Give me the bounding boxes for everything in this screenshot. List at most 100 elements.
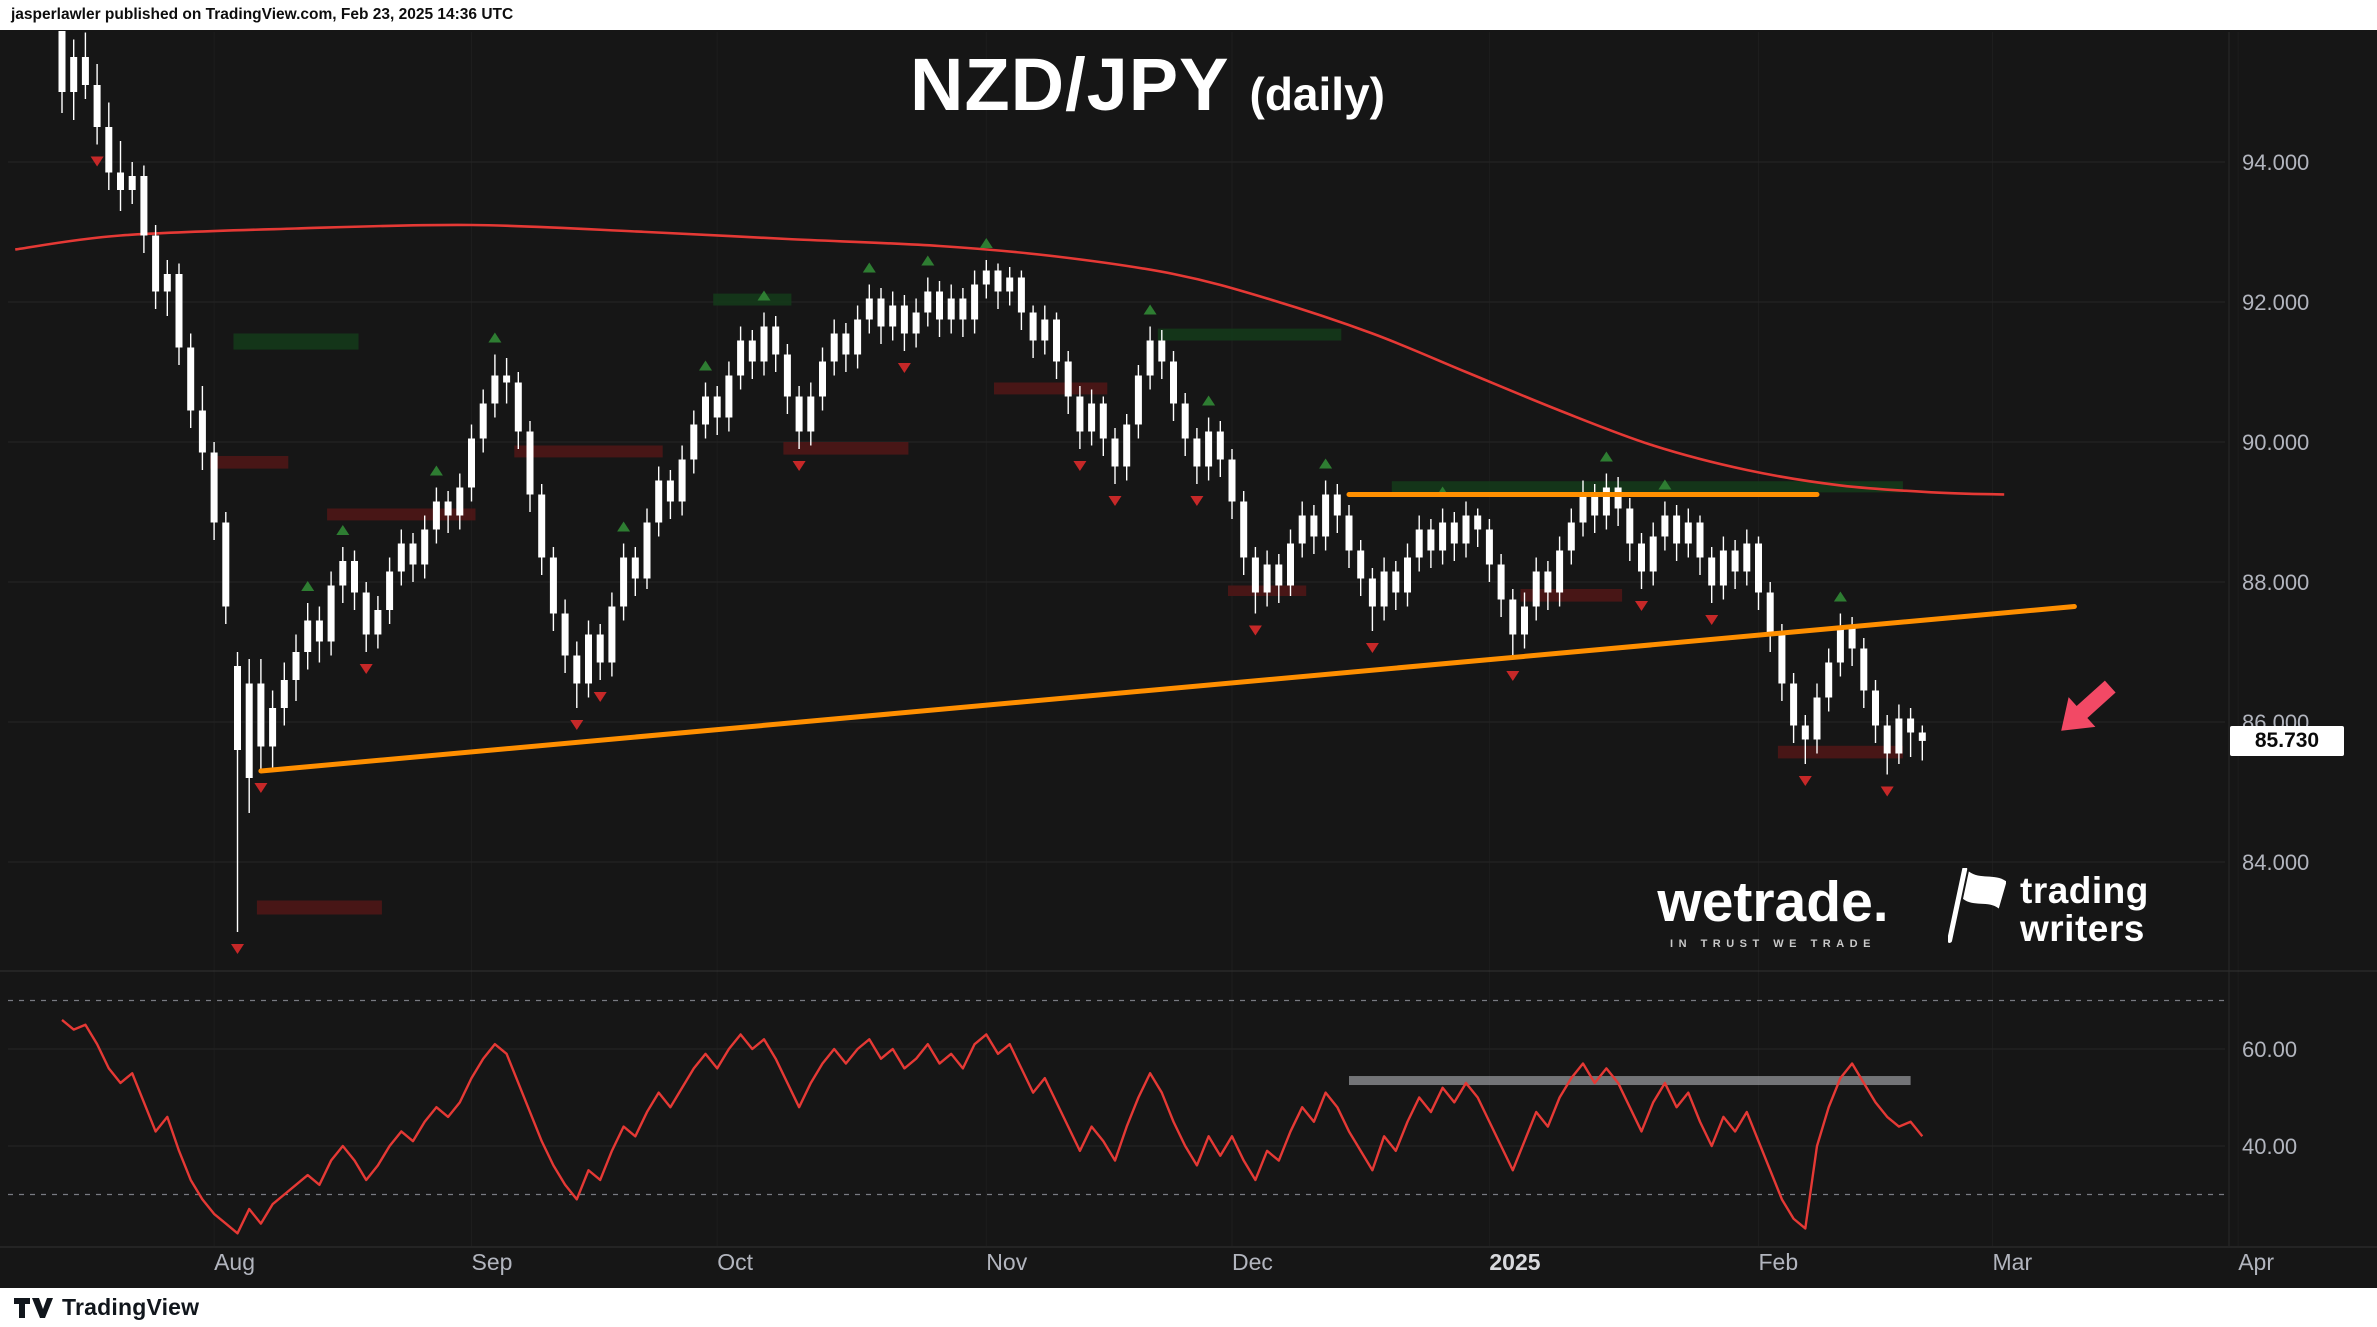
candle-body xyxy=(140,176,148,236)
time-axis-label: Mar xyxy=(1993,1249,2033,1275)
candle-body xyxy=(1579,494,1587,523)
candle-body xyxy=(397,543,405,572)
fractal-up-icon xyxy=(429,465,443,476)
price-axis-label: 94.000 xyxy=(2242,150,2309,175)
price-axis[interactable]: 94.00092.00090.00088.00086.00084.00060.0… xyxy=(2242,150,2309,1159)
candle-body xyxy=(1474,515,1482,530)
candle-body xyxy=(1743,543,1751,572)
candle-body xyxy=(1813,697,1821,740)
candle-body xyxy=(1076,396,1084,432)
zone-red xyxy=(514,445,663,458)
price-axis-label: 90.000 xyxy=(2242,430,2309,455)
supply-demand-zones xyxy=(210,293,1903,915)
price-axis-label: 84.000 xyxy=(2242,850,2309,875)
fractal-up-icon xyxy=(301,581,315,591)
fractal-down-icon xyxy=(1880,786,1894,797)
fractal-up-icon xyxy=(757,290,771,301)
candle-body xyxy=(1485,529,1493,565)
candle-body xyxy=(1836,627,1844,663)
candle-body xyxy=(128,176,136,190)
time-axis-label: Dec xyxy=(1232,1249,1273,1275)
candle-body xyxy=(1556,550,1564,593)
rsi-pane xyxy=(61,1018,1924,1235)
candle-body xyxy=(631,557,639,579)
fractal-markers xyxy=(90,156,1894,954)
candle-body xyxy=(561,613,569,656)
chart-background xyxy=(0,30,2377,1288)
candle-body xyxy=(1766,592,1774,635)
candle-body xyxy=(1638,543,1645,572)
candle-body xyxy=(1872,690,1879,726)
candle-body xyxy=(655,480,663,523)
candle-body xyxy=(198,410,206,453)
candle-body xyxy=(351,561,358,593)
fractal-down-icon xyxy=(90,156,104,167)
candle-body xyxy=(81,57,89,85)
fractal-down-icon xyxy=(1365,643,1379,653)
wetrade-wordmark: wetrade. xyxy=(1657,870,1889,934)
time-axis[interactable]: Aug Sep Oct Nov Dec 2025 Feb Mar Apr xyxy=(214,1249,2274,1275)
candle-body xyxy=(1392,571,1400,593)
candle-body xyxy=(245,683,253,778)
candle-body xyxy=(1521,606,1528,635)
candle-body xyxy=(386,571,394,610)
candle-body xyxy=(1240,501,1248,558)
candle-body xyxy=(865,298,873,320)
candle-body xyxy=(1006,277,1014,292)
price-axis-label: 92.000 xyxy=(2242,290,2309,315)
candle-body xyxy=(1298,515,1306,544)
candle-body xyxy=(93,85,101,127)
zone-red xyxy=(210,456,289,469)
ascending-trendline[interactable] xyxy=(258,604,2077,774)
candle-body xyxy=(1380,571,1388,607)
candle-body xyxy=(971,284,979,320)
zone-red xyxy=(327,508,476,521)
candle-body xyxy=(292,652,300,680)
zone-green xyxy=(1157,328,1342,341)
candle-body xyxy=(1790,683,1798,726)
candle-body xyxy=(1684,522,1692,544)
candle-body xyxy=(772,326,780,355)
price-pane xyxy=(15,31,2077,954)
time-axis-label: 2025 xyxy=(1489,1249,1540,1275)
price-axis-label: 88.000 xyxy=(2242,570,2309,595)
candle-body xyxy=(1404,557,1411,593)
candle-body xyxy=(1462,515,1470,544)
candle-body xyxy=(479,403,487,439)
candle-body xyxy=(1228,459,1236,502)
candle-body xyxy=(608,606,616,663)
candle-body xyxy=(854,319,862,355)
candle-body xyxy=(1017,277,1025,313)
candle-body xyxy=(1310,515,1318,537)
zone-red xyxy=(783,442,909,455)
candle-body xyxy=(1181,403,1189,439)
tradingwriters-watermark: trading writers xyxy=(1948,868,2149,952)
candle-body xyxy=(549,557,557,614)
candle-body xyxy=(409,543,417,565)
candle-body xyxy=(982,270,990,285)
candle-body xyxy=(1509,599,1517,635)
candle-body xyxy=(807,396,815,432)
candle-body xyxy=(1661,515,1669,537)
time-axis-label: Aug xyxy=(214,1249,255,1275)
candle-body xyxy=(187,347,195,411)
candle-body xyxy=(1895,718,1903,754)
zone-green xyxy=(713,293,792,306)
candle-body xyxy=(1602,487,1610,516)
candle-body xyxy=(924,291,932,313)
candle-body xyxy=(877,298,885,327)
candle-body xyxy=(1088,403,1096,432)
candle-body xyxy=(257,683,265,747)
candle-body xyxy=(1193,438,1201,467)
candle-body xyxy=(1860,648,1868,691)
candle-body xyxy=(1439,522,1447,551)
candle-body xyxy=(713,396,721,418)
fractal-up-icon xyxy=(336,525,350,535)
candle-body xyxy=(1216,431,1224,460)
candle-body xyxy=(1287,543,1294,586)
candle-body xyxy=(1029,312,1037,341)
candle-body xyxy=(994,270,1002,292)
candle-body xyxy=(1123,424,1131,467)
candle-body xyxy=(1205,431,1213,467)
